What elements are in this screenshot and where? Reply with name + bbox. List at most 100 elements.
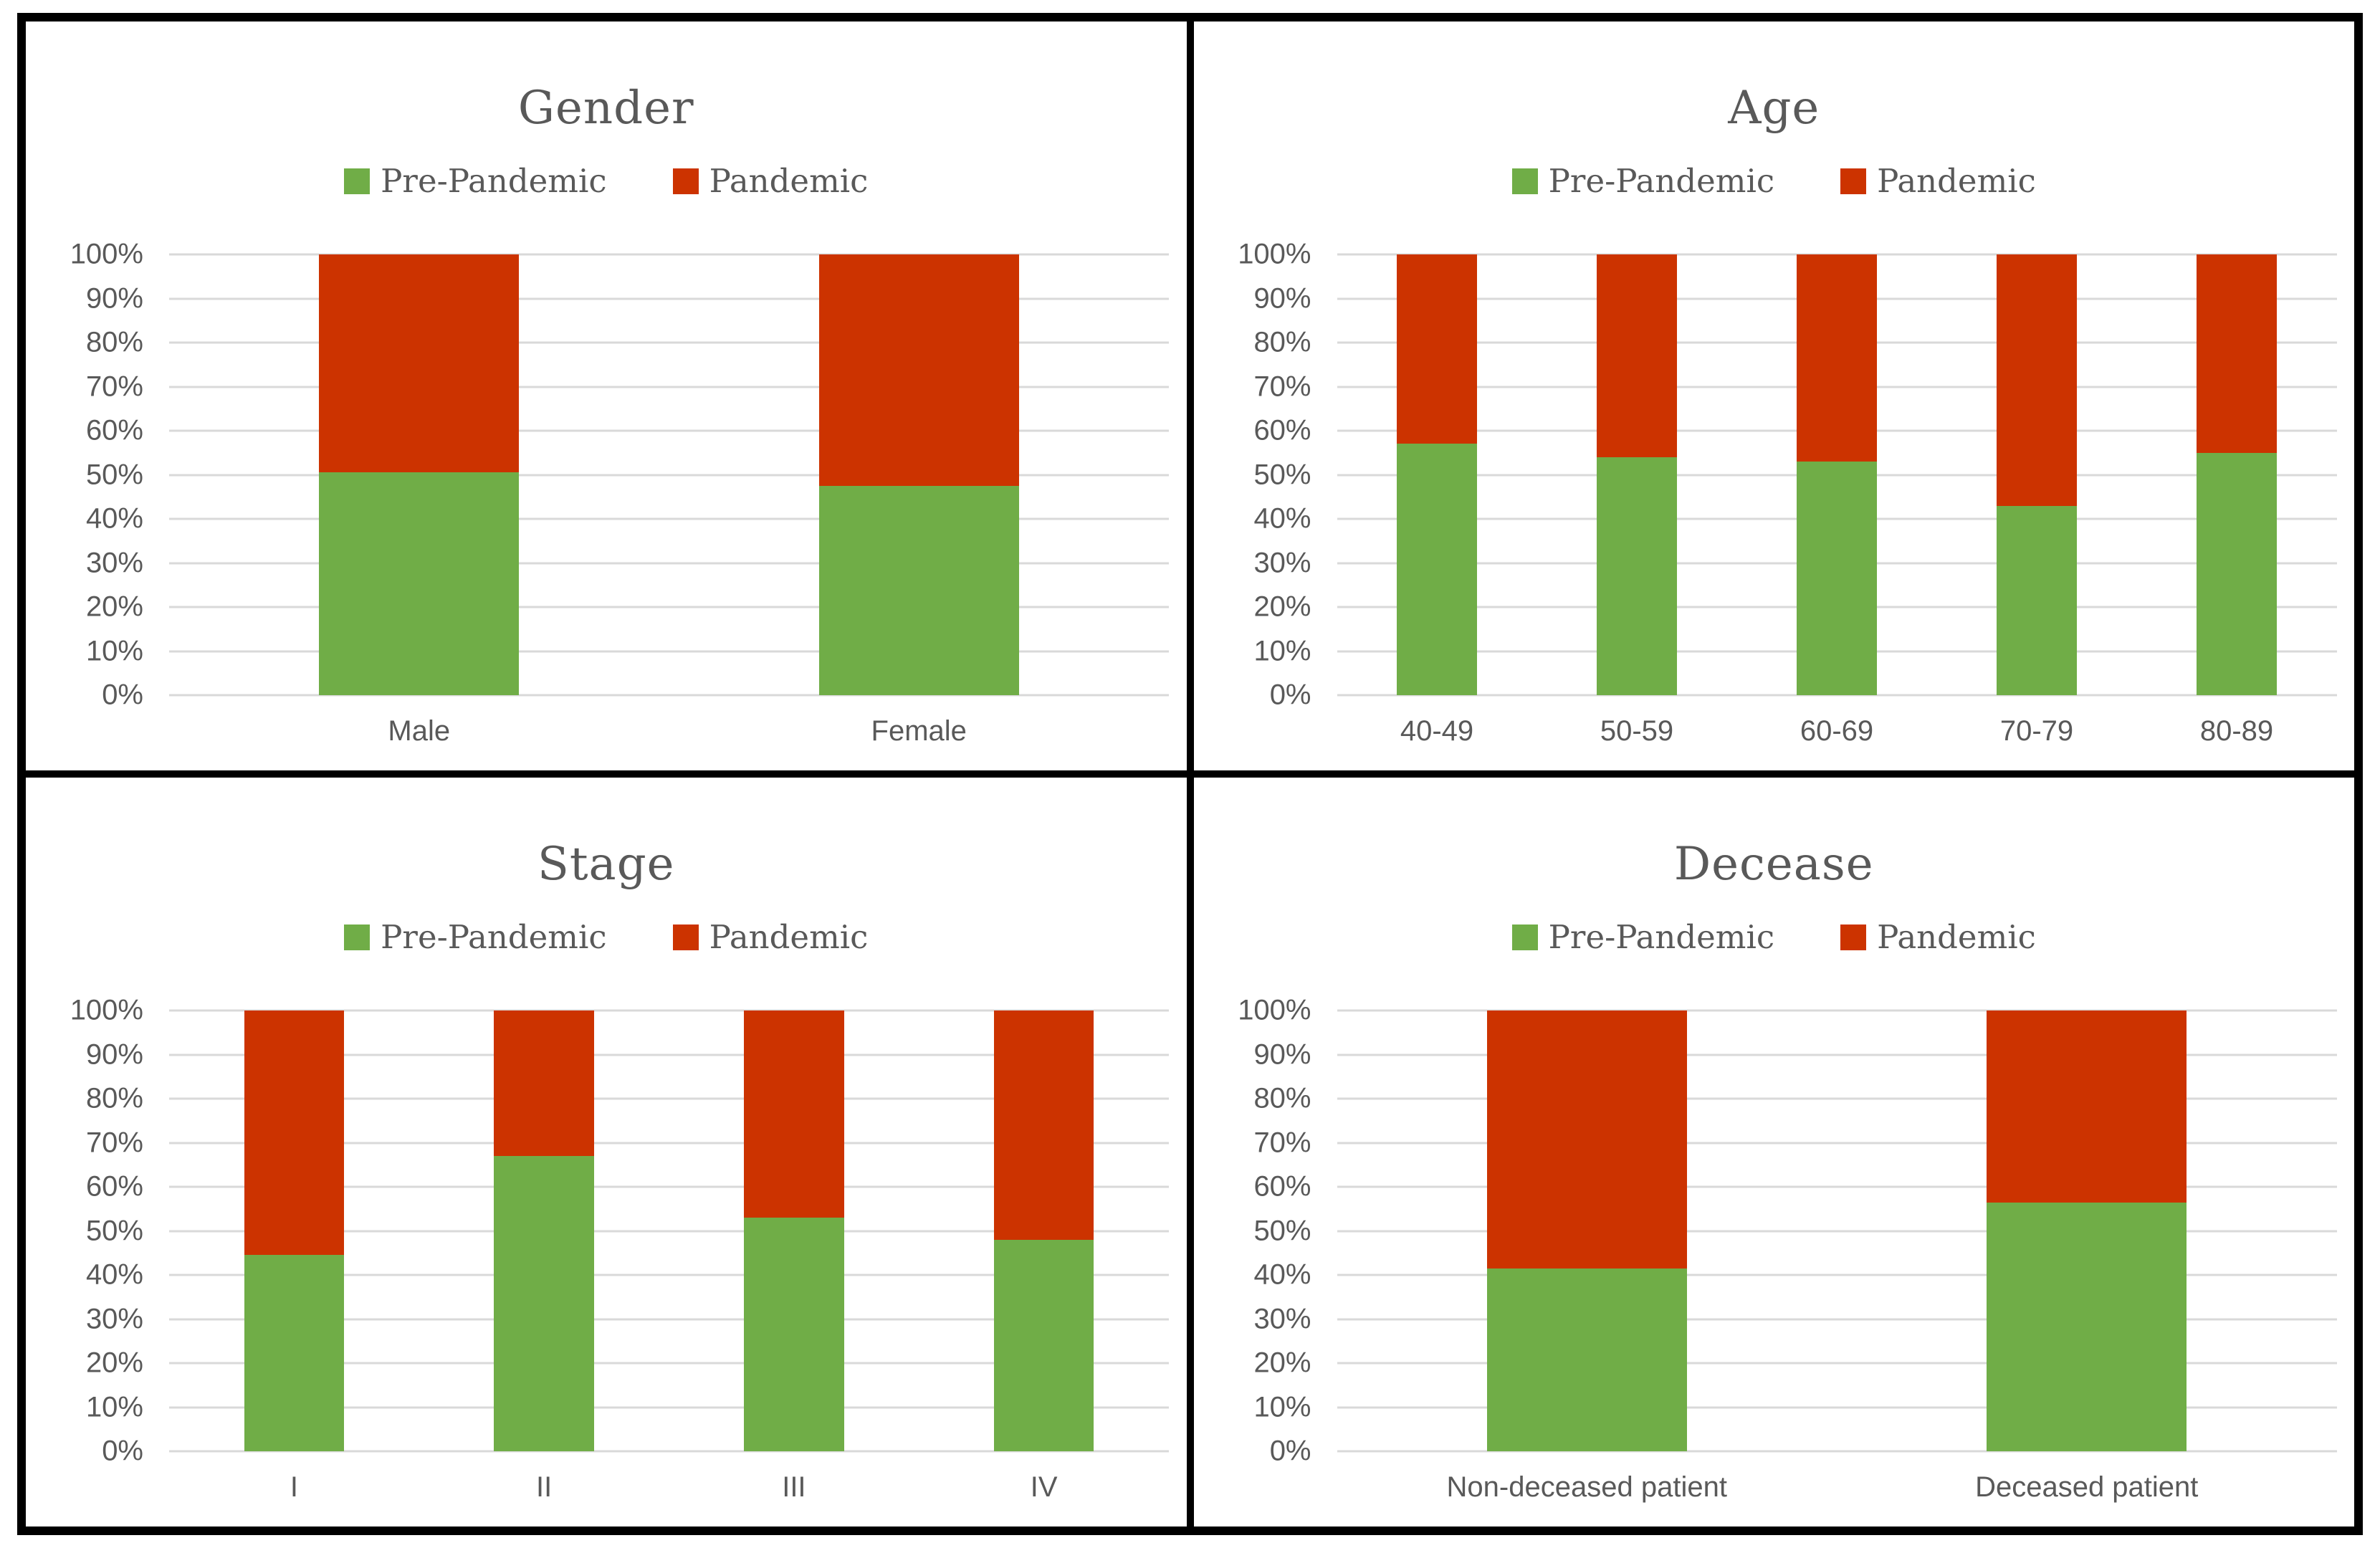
x-axis: Male Female	[169, 715, 1169, 747]
y-axis-tick-label: 40%	[1253, 502, 1311, 535]
bar-segment-pandemic	[2197, 254, 2277, 453]
chart-panel-gender: Gender Pre-Pandemic Pandemic 100% 90% 80% 70…	[22, 18, 1190, 774]
plot-area	[1337, 253, 2337, 697]
y-axis-tick-label: 100%	[1238, 238, 1311, 270]
x-axis-category-label: Male	[388, 715, 451, 747]
x-axis-category-label: Female	[871, 715, 967, 747]
x-axis-category-label: III	[782, 1471, 806, 1503]
bars-row	[169, 254, 1169, 695]
legend: Pre-Pandemic Pandemic	[1194, 162, 2355, 200]
bar-segment-pandemic	[1997, 254, 2077, 506]
y-axis-tick-label: 90%	[1253, 1038, 1311, 1070]
y-axis: 100% 90% 80% 70% 60% 50% 40% 30% 20% 10% 0%	[1194, 239, 1322, 711]
legend-marker-icon	[1511, 924, 1538, 950]
gridline	[169, 1185, 1169, 1188]
chart-title: Stage	[537, 838, 675, 891]
y-axis-tick-label: 40%	[85, 502, 143, 535]
y-axis-tick-label: 0%	[102, 1435, 143, 1467]
y-axis-tick-label: 80%	[85, 326, 143, 358]
legend-marker-icon	[672, 924, 699, 950]
legend-label: Pandemic	[709, 162, 869, 200]
y-axis-tick-label: 10%	[1253, 635, 1311, 666]
stacked-bar-40-49	[1397, 254, 1477, 695]
bar-segment-pre-pandemic	[2197, 452, 2277, 695]
y-axis-tick-label: 90%	[85, 282, 143, 314]
gridline	[169, 253, 1169, 256]
stacked-bar-male	[319, 254, 520, 695]
stacked-bar-female	[818, 254, 1019, 695]
stacked-bar-i	[244, 1010, 345, 1451]
y-axis-tick-label: 60%	[1253, 1170, 1311, 1203]
bar-segment-pre-pandemic	[1486, 1268, 1687, 1451]
legend: Pre-Pandemic Pandemic	[26, 918, 1187, 956]
bar-slot	[1937, 254, 2137, 695]
x-axis-category-label: Deceased patient	[1975, 1471, 2199, 1503]
chart-panel-stage: Stage Pre-Pandemic Pandemic 100% 90% 80% 70%…	[22, 774, 1190, 1530]
bars-row	[1337, 1010, 2337, 1451]
bar-segment-pre-pandemic	[494, 1155, 594, 1451]
stacked-bar-60-69	[1797, 254, 1877, 695]
legend-marker-icon	[1840, 924, 1867, 950]
chart-title: Gender	[517, 82, 694, 135]
bar-segment-pre-pandemic	[993, 1239, 1094, 1451]
y-axis-tick-label: 70%	[85, 1127, 143, 1158]
stacked-bar-80-89	[2197, 254, 2277, 695]
legend-label: Pre-Pandemic	[1548, 162, 1775, 200]
bar-segment-pandemic	[319, 254, 520, 473]
y-axis-tick-label: 10%	[85, 1391, 143, 1423]
bar-segment-pre-pandemic	[1797, 462, 1877, 695]
y-axis-tick-label: 50%	[85, 459, 143, 490]
legend-item-pandemic: Pandemic	[672, 162, 869, 200]
bar-segment-pandemic	[1987, 1010, 2187, 1203]
bars-row	[169, 1010, 1169, 1451]
stacked-bar-deceased-patient	[1987, 1010, 2187, 1451]
gridline	[169, 1450, 1169, 1453]
bar-segment-pandemic	[744, 1010, 844, 1218]
y-axis-tick-label: 0%	[1269, 679, 1311, 711]
chart-title: Age	[1728, 82, 1820, 135]
y-axis-tick-label: 20%	[85, 1347, 143, 1379]
x-axis-category-label: II	[536, 1471, 553, 1503]
gridline	[1337, 1362, 2337, 1365]
y-axis-tick-label: 80%	[85, 1082, 143, 1114]
y-axis-tick-label: 80%	[1253, 326, 1311, 358]
bar-segment-pandemic	[1797, 254, 1877, 462]
gridline	[1337, 1097, 2337, 1100]
bar-segment-pandemic	[1397, 254, 1477, 444]
legend-label: Pandemic	[1877, 918, 2036, 956]
legend-label: Pandemic	[709, 918, 869, 956]
stacked-bar-70-79	[1997, 254, 2077, 695]
y-axis-tick-label: 20%	[85, 591, 143, 623]
chart-panel-age: Age Pre-Pandemic Pandemic 100% 90% 80% 70% 60…	[1190, 18, 2358, 774]
bar-segment-pre-pandemic	[818, 485, 1019, 695]
y-axis-tick-label: 30%	[1253, 547, 1311, 578]
gridline	[1337, 253, 2337, 256]
x-axis-category-label: 60-69	[1800, 715, 1874, 747]
legend-item-pre-pandemic: Pre-Pandemic	[344, 162, 607, 200]
stacked-bar-non-deceased-patient	[1486, 1010, 1687, 1451]
gridline	[169, 1274, 1169, 1276]
bar-segment-pandemic	[244, 1010, 345, 1256]
y-axis-tick-label: 50%	[85, 1215, 143, 1246]
bar-slot	[1337, 1010, 1837, 1451]
chart-panel-decease: Decease Pre-Pandemic Pandemic 100% 90% 80% 7…	[1190, 774, 2358, 1530]
y-axis-tick-label: 30%	[85, 547, 143, 578]
y-axis-tick-label: 70%	[1253, 371, 1311, 402]
y-axis-tick-label: 10%	[85, 635, 143, 666]
gridline	[1337, 1450, 2337, 1453]
bar-slot	[1837, 1010, 2337, 1451]
x-axis-category-label: 70-79	[1999, 715, 2074, 747]
stacked-bar-iv	[993, 1010, 1094, 1451]
stacked-bar-50-59	[1597, 254, 1677, 695]
y-axis-tick-label: 100%	[70, 994, 143, 1026]
y-axis-tick-label: 60%	[1253, 414, 1311, 446]
legend-item-pandemic: Pandemic	[1840, 162, 2036, 200]
bar-slot	[669, 254, 1170, 695]
legend-marker-icon	[1511, 168, 1538, 194]
x-axis: I II III IV	[169, 1471, 1169, 1504]
gridline	[1337, 1185, 2337, 1188]
gridline	[169, 1097, 1169, 1100]
gridline	[1337, 1318, 2337, 1320]
bar-segment-pre-pandemic	[244, 1255, 345, 1451]
